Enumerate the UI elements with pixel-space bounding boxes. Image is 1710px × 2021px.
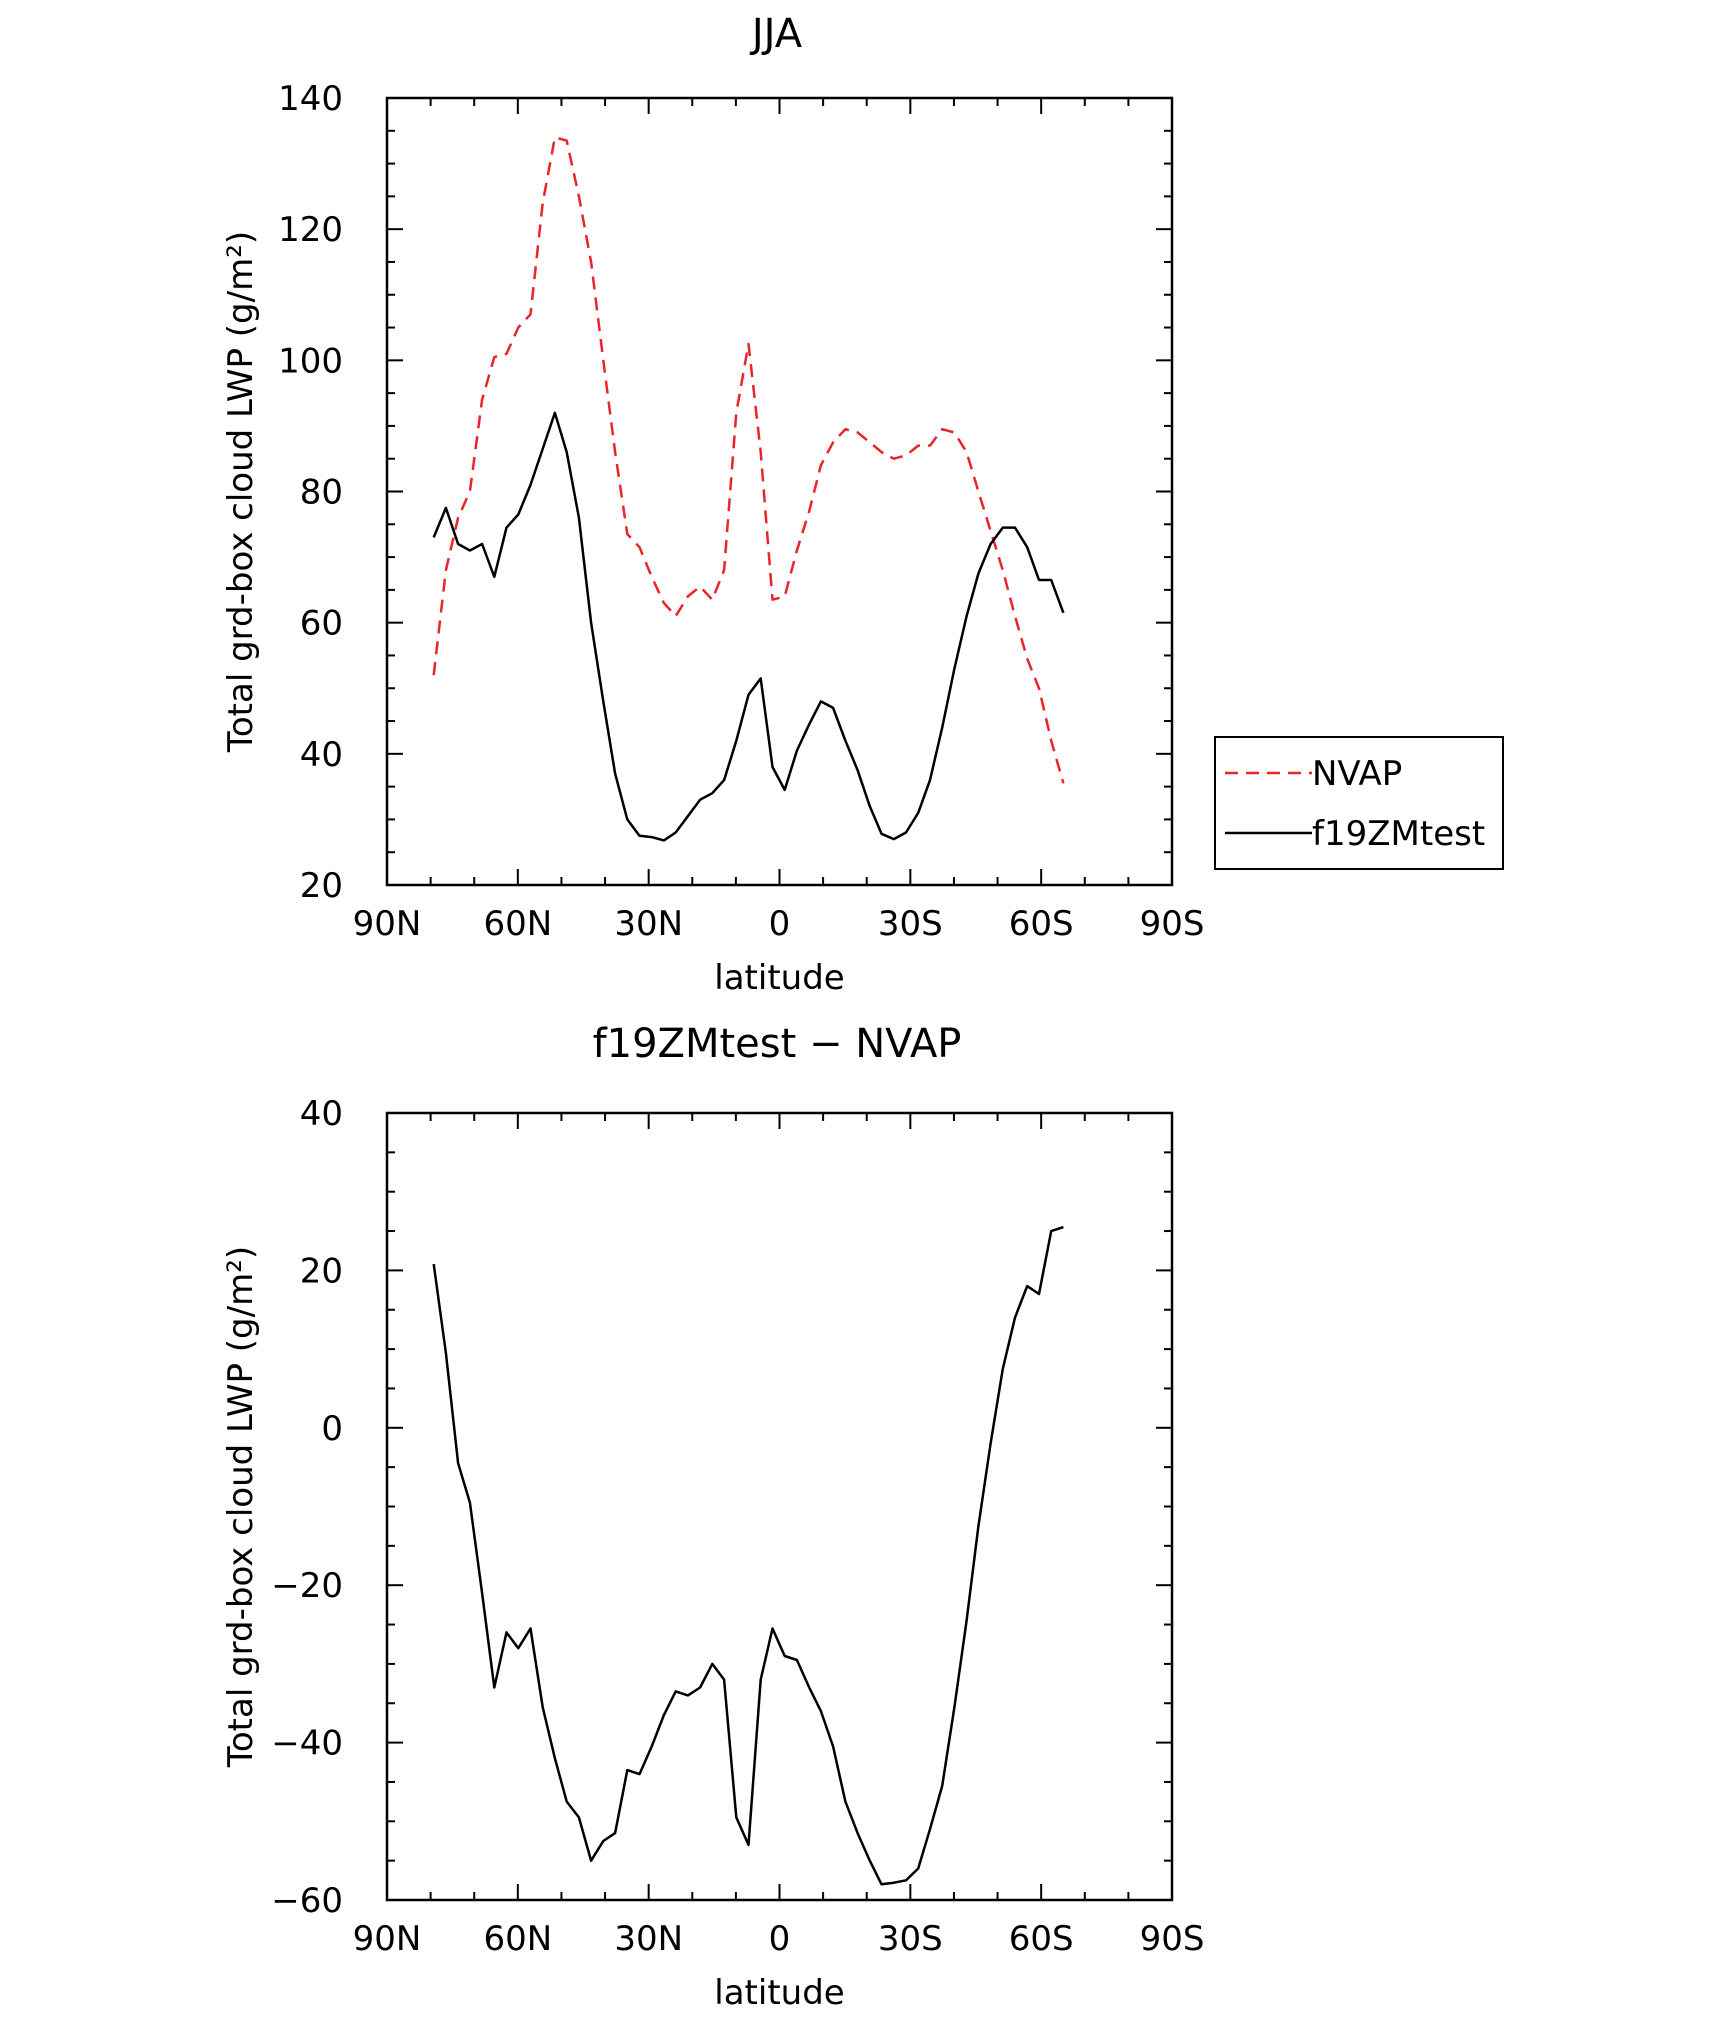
legend-box	[1214, 736, 1504, 870]
x-tick-label: 30N	[614, 1919, 683, 1959]
x-tick-label: 30S	[878, 904, 943, 944]
plot-frame	[385, 1111, 1174, 1902]
plot-frame	[385, 96, 1174, 887]
x-tick-label: 60N	[483, 904, 552, 944]
y-tick-label: 20	[300, 866, 343, 906]
y-tick-label: 60	[300, 604, 343, 644]
y-tick-label: 40	[300, 1094, 343, 1134]
x-tick-label: 60N	[483, 1919, 552, 1959]
series-layer	[432, 1225, 1064, 1886]
x-tick-label: 30N	[614, 904, 683, 944]
y-tick-label: 140	[278, 79, 343, 119]
y-tick-label: −40	[271, 1724, 343, 1764]
y-tick-label: 0	[321, 1409, 343, 1449]
x-tick-label: 90S	[1140, 1919, 1205, 1959]
y-tick-label: 40	[300, 735, 343, 775]
chart-title-jja: JJA	[749, 11, 803, 57]
y-tick-label: −20	[271, 1566, 343, 1606]
tick-labels: 90N 60N 30N 0 30S 60S 90S 20 40 60 80 100 120 140	[278, 79, 1204, 944]
y-tick-label: 100	[278, 341, 343, 381]
x-tick-label: 60S	[1009, 1919, 1074, 1959]
x-axis-title: latitude	[714, 1973, 844, 2013]
legend: NVAP f19ZMtest	[1214, 736, 1504, 870]
series-line-difference	[432, 1225, 1064, 1886]
x-tick-label: 90N	[353, 1919, 422, 1959]
y-axis-title: Total grd-box cloud LWP (g/m²)	[221, 1246, 261, 1768]
panel-difference: f19ZMtest − NVAP 90N 60N 30N 0 30S 60S 90S −60 −…	[221, 1021, 1204, 2013]
y-tick-label: −60	[271, 1881, 343, 1921]
series-line-nvap	[432, 136, 1065, 784]
x-tick-label: 90S	[1140, 904, 1205, 944]
chart-title-difference: f19ZMtest − NVAP	[593, 1021, 962, 1067]
series-layer	[432, 136, 1065, 842]
y-tick-label: 120	[278, 210, 343, 250]
legend-label-nvap: NVAP	[1312, 754, 1402, 794]
x-tick-label: 90N	[353, 904, 422, 944]
x-tick-label: 0	[769, 904, 791, 944]
x-tick-label: 30S	[878, 1919, 943, 1959]
legend-label-f19zmtest: f19ZMtest	[1312, 814, 1485, 854]
series-line-f19zmtest	[432, 411, 1065, 842]
x-tick-label: 0	[769, 1919, 791, 1959]
axis-ticks	[386, 97, 1173, 886]
y-tick-label: 20	[300, 1251, 343, 1291]
y-axis-title: Total grd-box cloud LWP (g/m²)	[221, 231, 261, 753]
x-axis-title: latitude	[714, 958, 844, 998]
panel-jja: JJA 90N 60N 30N 0 30S 60S 90S 20 40 60 80 100 120 140…	[221, 11, 1504, 998]
tick-labels: 90N 60N 30N 0 30S 60S 90S −60 −40 −20 0 20 40	[271, 1094, 1204, 1959]
y-tick-label: 80	[300, 473, 343, 513]
x-tick-label: 60S	[1009, 904, 1074, 944]
